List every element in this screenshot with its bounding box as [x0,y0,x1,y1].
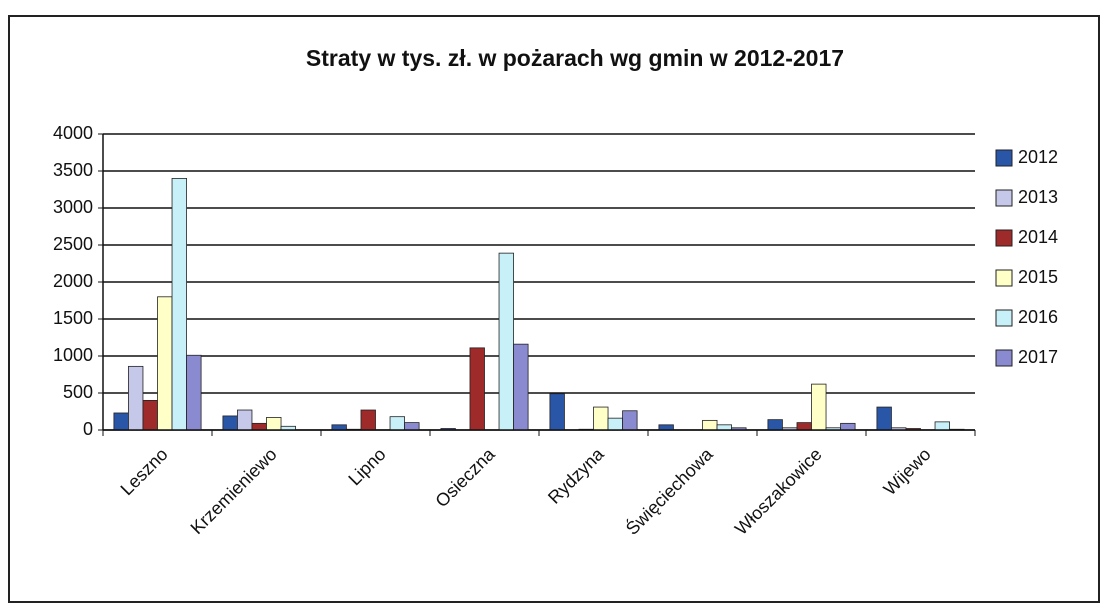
bar [498,252,514,431]
bar [840,422,856,431]
legend-label: 2012 [1018,147,1058,167]
y-tick-label: 1000 [53,345,93,365]
bar [404,422,420,431]
legend-swatch [995,229,1013,247]
y-tick-label: 3000 [53,197,93,217]
bar [266,417,282,431]
bar [237,409,253,431]
bar [796,422,812,431]
bar [360,409,376,431]
legend-label: 2014 [1018,227,1058,247]
legend-swatch [995,189,1013,207]
bar [171,177,187,431]
bar [716,424,732,431]
legend-label: 2015 [1018,267,1058,287]
bar [622,410,638,431]
y-tick-label: 4000 [53,123,93,143]
legend-label: 2013 [1018,187,1058,207]
chart-title: Straty w tys. zł. w pożarach wg gmin w 2… [306,45,844,71]
legend-label: 2017 [1018,347,1058,367]
y-tick-label: 3500 [53,160,93,180]
legend-swatch [995,269,1013,287]
bar [251,422,267,431]
bar [142,399,158,431]
chart-frame [8,15,1100,603]
bar [658,424,674,431]
bar [811,383,827,431]
bar [593,406,609,431]
bar [513,343,529,431]
bar [607,417,623,431]
bar [186,354,202,431]
y-tick-label: 0 [83,419,93,439]
bar [549,393,565,431]
bar [157,296,173,431]
legend-swatch [995,349,1013,367]
bar [469,347,485,431]
legend-label: 2016 [1018,307,1058,327]
bar [128,365,144,431]
y-tick-label: 2500 [53,234,93,254]
bar [331,424,347,431]
bar [389,416,405,431]
bar [222,415,238,431]
bar [702,419,718,431]
bar [767,419,783,431]
bar [113,412,129,431]
y-tick-label: 2000 [53,271,93,291]
legend-swatch [995,149,1013,167]
y-tick-label: 500 [63,382,93,402]
y-tick-label: 1500 [53,308,93,328]
bar [934,421,950,431]
legend-swatch [995,309,1013,327]
bar [876,406,892,431]
